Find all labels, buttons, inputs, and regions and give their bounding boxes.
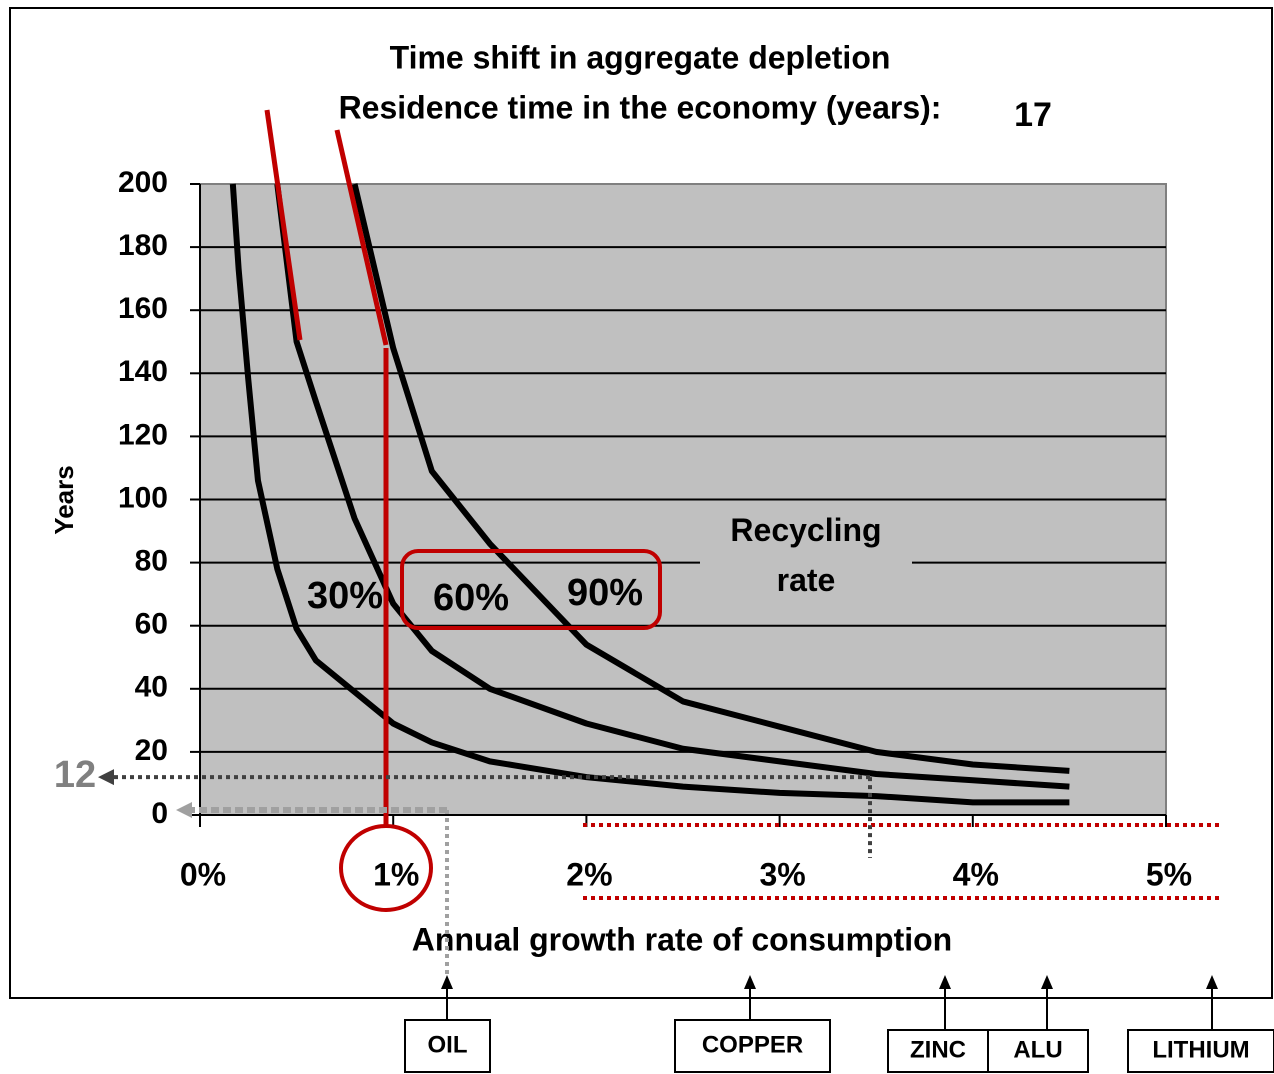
series-line bbox=[229, 183, 1070, 806]
commodity-box bbox=[987, 1029, 1089, 1073]
grid: 0 20 40 60 80 100 120 140 160 180 200 0% 1% 2% 3% 4% 5% R… bbox=[118, 166, 1192, 893]
commodity-box bbox=[404, 1019, 491, 1073]
marks: 30% 60% 90% bbox=[229, 183, 1070, 806]
y-tick-label: 0 bbox=[151, 797, 168, 830]
arrow-head bbox=[939, 975, 951, 989]
y-tick-label: 140 bbox=[118, 355, 168, 388]
series-label: 60% bbox=[433, 577, 509, 619]
commodity-box bbox=[1127, 1029, 1274, 1073]
x-tick-label: 5% bbox=[1146, 856, 1192, 892]
commodity-box bbox=[674, 1019, 831, 1073]
arrow-head bbox=[1206, 975, 1218, 989]
arrow-head bbox=[98, 769, 114, 786]
highlight-box bbox=[400, 549, 662, 630]
x-tick-label: 4% bbox=[953, 856, 999, 892]
y-tick-label: 120 bbox=[118, 418, 168, 451]
commodity-label: ZINC bbox=[910, 1036, 966, 1063]
y-tick-label: 60 bbox=[135, 608, 168, 641]
series-line bbox=[274, 183, 1070, 790]
y-tick-label: 100 bbox=[118, 481, 168, 514]
x-tick-label: 0% bbox=[180, 856, 226, 892]
series-label: 30% bbox=[307, 575, 383, 617]
y-tick-label: 160 bbox=[118, 292, 168, 325]
tangent-line bbox=[334, 129, 389, 346]
arrow-head bbox=[1041, 975, 1053, 989]
x-tick-label: 1% bbox=[373, 856, 419, 892]
subtitle-value: 17 bbox=[1014, 96, 1052, 134]
commodity-label: ALU bbox=[1013, 1036, 1062, 1063]
tangent-line bbox=[264, 109, 303, 341]
x-tick-label: 2% bbox=[566, 856, 612, 892]
chart-subtitle: Residence time in the economy (years): bbox=[339, 89, 942, 125]
chart-title: Time shift in aggregate depletion bbox=[390, 39, 891, 75]
y-tick-label: 80 bbox=[135, 545, 168, 578]
commodity-label: LITHIUM bbox=[1152, 1036, 1249, 1063]
y-axis-label: Years bbox=[49, 465, 79, 534]
annotation-label: 12 bbox=[54, 754, 96, 796]
decorations bbox=[176, 109, 1220, 975]
legend-bg bbox=[700, 515, 912, 605]
y-tick-label: 20 bbox=[135, 734, 168, 767]
series-label: 90% bbox=[567, 572, 643, 614]
series-line bbox=[351, 183, 1070, 774]
y-tick-label: 200 bbox=[118, 166, 168, 199]
commodity-label: OIL bbox=[428, 1031, 468, 1058]
arrow-head bbox=[744, 975, 756, 989]
arrow-head bbox=[441, 975, 453, 989]
arrow-head bbox=[176, 802, 192, 818]
x-axis-label: Annual growth rate of consumption bbox=[412, 921, 952, 957]
commodity-box bbox=[887, 1029, 989, 1073]
y-tick-label: 40 bbox=[135, 671, 168, 704]
legend-title: Recycling rate bbox=[730, 512, 881, 598]
x-tick-label: 3% bbox=[759, 856, 805, 892]
y-tick-label: 180 bbox=[118, 229, 168, 262]
commodity-label: COPPER bbox=[702, 1031, 803, 1058]
highlight-circle bbox=[339, 824, 433, 912]
